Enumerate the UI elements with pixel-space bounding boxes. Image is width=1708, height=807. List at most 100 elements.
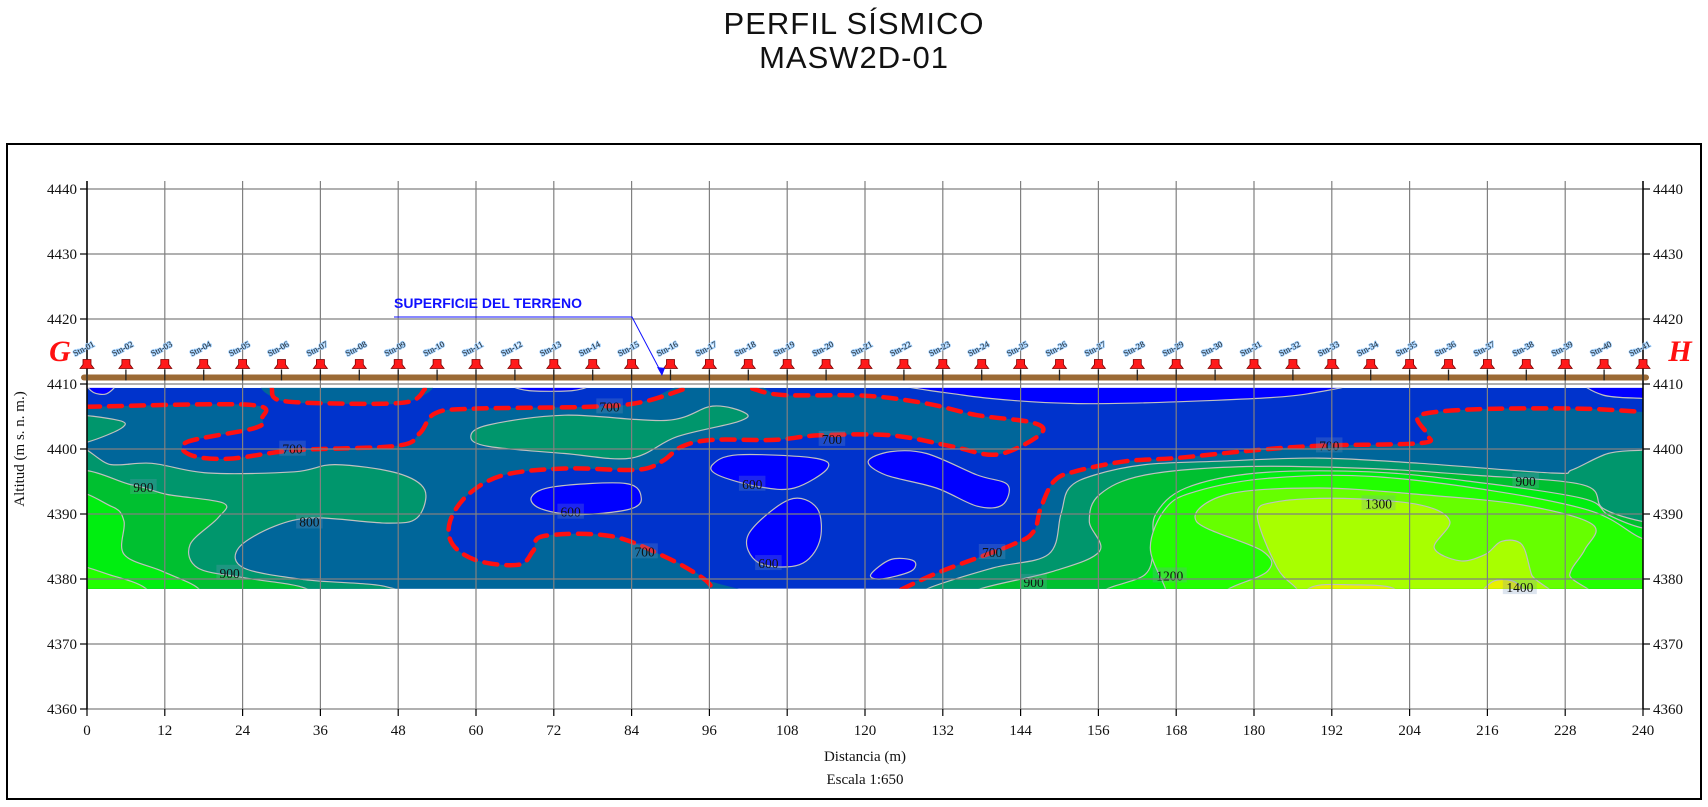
station-label: Stn-11	[460, 339, 484, 358]
velocity-band-region	[909, 387, 1344, 405]
pushpin-icon	[1285, 359, 1301, 369]
contour-label: 900	[133, 480, 154, 495]
y-tick-label-right: 4400	[1653, 442, 1683, 458]
station-marker: Stn-27	[1082, 338, 1108, 381]
contour-label: 1200	[1156, 568, 1183, 583]
contour-label-background	[279, 440, 306, 456]
pushpin-icon	[662, 359, 679, 369]
pushpin-icon	[546, 359, 562, 369]
station-label: Stn-23	[927, 339, 952, 358]
pushpin-icon	[79, 359, 95, 369]
contour-label-background	[1502, 579, 1537, 595]
y-tick-label-right: 4410	[1653, 377, 1683, 393]
station-marker: Stn-01	[70, 338, 97, 381]
velocity-band-region	[261, 387, 433, 405]
x-tick-label: 96	[702, 723, 718, 739]
contour-label-background	[818, 430, 846, 446]
pushpin-icon	[273, 359, 290, 369]
x-tick-label: 216	[1476, 723, 1499, 739]
contour-label: 900	[1516, 474, 1537, 489]
station-marker: Stn-12	[498, 338, 525, 381]
contour-label: 900	[1023, 575, 1044, 590]
pushpin-icon	[351, 359, 368, 369]
contour-label-background	[1512, 473, 1539, 489]
pushpin-icon	[312, 359, 329, 369]
pushpin-icon	[157, 359, 173, 369]
station-marker: Stn-38	[1510, 338, 1536, 381]
contour-label-background	[557, 503, 584, 519]
x-tick-label: 108	[776, 723, 799, 739]
y-tick-label-right: 4380	[1653, 572, 1683, 588]
velocity-field	[87, 387, 1643, 589]
contour-label: 700	[1319, 438, 1340, 453]
x-tick-label: 84	[624, 723, 640, 739]
pushpin-icon	[818, 359, 834, 369]
figure-frame	[6, 143, 1702, 800]
pushpin-icon	[1518, 359, 1535, 369]
station-marker: Stn-06	[265, 338, 291, 381]
pushpin-icon	[1129, 359, 1146, 369]
stations: Stn-01 Stn-02 Stn-03 Stn-04 Stn-05 Stn-06 Stn-…	[70, 338, 1653, 381]
station-label: Stn-10	[421, 339, 446, 358]
station-marker: Stn-04	[187, 338, 214, 381]
pushpin-icon	[1090, 359, 1107, 369]
station-label: Stn-30	[1199, 339, 1224, 358]
velocity-band-region	[87, 415, 126, 443]
station-label: Stn-33	[1316, 339, 1341, 358]
x-tick-label: 168	[1165, 723, 1188, 739]
velocity-band-region	[867, 450, 1010, 509]
pushpin-icon	[584, 359, 601, 369]
y-tick-label-right: 4390	[1653, 507, 1683, 523]
pushpin-icon	[779, 359, 795, 369]
station-marker: Stn-09	[382, 338, 408, 381]
grid	[86, 181, 1644, 710]
contour-label: 700	[634, 544, 655, 559]
x-tick-label: 48	[391, 723, 406, 739]
station-label: Stn-22	[888, 339, 913, 358]
pushpin-icon	[507, 359, 523, 369]
y-tick-label-left: 4390	[47, 507, 77, 523]
x-tick-label: 60	[469, 723, 484, 739]
station-marker: Stn-35	[1393, 338, 1419, 381]
contour-label: 700	[822, 432, 843, 447]
velocity-band-region	[1586, 387, 1643, 400]
station-label: Stn-26	[1044, 339, 1069, 358]
pushpin-icon	[1557, 359, 1573, 369]
pushpin-icon	[118, 359, 134, 369]
y-axis-label: Altitud (m s. n. m.)	[12, 391, 28, 506]
contour-700-dashed-line	[87, 387, 690, 462]
x-tick-label: 132	[932, 723, 955, 739]
pushpin-icon	[1479, 359, 1496, 369]
station-label: Stn-17	[694, 339, 719, 358]
station-marker: Stn-41	[1626, 338, 1653, 381]
chart-title-line-1: PERFIL SÍSMICO	[724, 6, 985, 41]
x-tick-label: 228	[1554, 723, 1577, 739]
x-tick-label: 0	[83, 723, 91, 739]
pushpin-icon	[195, 359, 212, 369]
station-marker: Stn-11	[459, 338, 485, 381]
chart-title-line-2: MASW2D-01	[759, 40, 949, 75]
station-label: Stn-29	[1160, 339, 1185, 358]
y-tick-label-right: 4440	[1653, 182, 1683, 198]
station-marker: Stn-39	[1549, 338, 1575, 381]
station-label: Stn-16	[655, 339, 680, 358]
pushpin-icon	[234, 359, 251, 369]
x-tick-label: 156	[1087, 723, 1110, 739]
station-marker: Stn-03	[148, 338, 175, 381]
y-tick-label-left: 4420	[47, 312, 77, 328]
x-tick-label: 120	[854, 723, 877, 739]
axes: 0 12 24 36 48 60 72 84 96 108 120 132 144 156 168 180 19…	[47, 181, 1683, 739]
station-marker: Stn-08	[343, 338, 369, 381]
station-label: Stn-37	[1472, 339, 1497, 358]
velocity-band-region	[745, 497, 822, 568]
station-marker: Stn-23	[926, 338, 953, 381]
station-marker: Stn-21	[848, 338, 875, 381]
station-marker: Stn-10	[421, 338, 447, 381]
station-label: Stn-31	[1238, 339, 1263, 358]
station-marker: Stn-17	[693, 338, 719, 381]
velocity-band-region	[87, 493, 200, 589]
x-tick-label: 72	[546, 723, 561, 739]
contour-label-background	[978, 544, 1006, 559]
x-tick-label: 12	[157, 723, 172, 739]
